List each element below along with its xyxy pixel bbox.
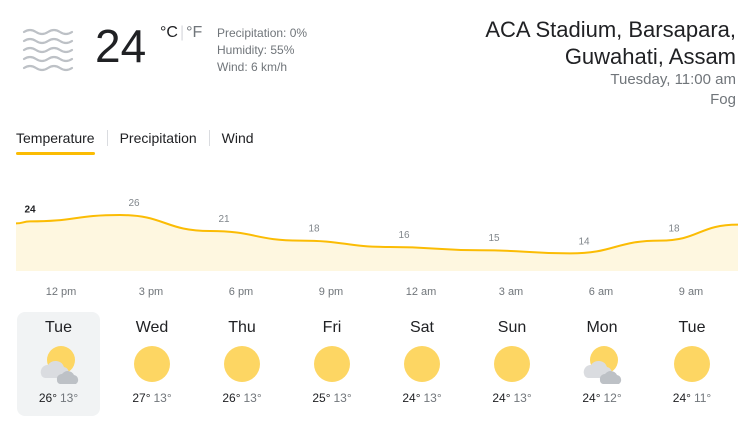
chart-value-label: 18 — [668, 224, 680, 235]
location-condition: Fog — [710, 91, 736, 108]
day-temps: 27° 13° — [107, 390, 197, 406]
chart-value-label: 24 — [24, 204, 36, 215]
chart-value-label: 16 — [398, 230, 410, 241]
tab-temperature[interactable]: Temperature — [16, 130, 95, 155]
fog-icon — [22, 24, 78, 74]
chart-value-label: 21 — [218, 214, 230, 225]
day-high: 25° — [312, 391, 331, 405]
sunny-icon — [668, 342, 716, 386]
tab-divider — [208, 130, 210, 146]
hour-label: 3 pm — [138, 286, 164, 298]
day-high: 24° — [672, 391, 691, 405]
chart-value-label: 14 — [578, 236, 590, 247]
day-name: Tue — [678, 319, 706, 336]
location-name-line2: Guwahati, Assam — [564, 44, 736, 69]
sunny-icon — [398, 342, 446, 386]
hour-label: 9 am — [678, 286, 704, 298]
location-panel: ACA Stadium, Barsapara, Guwahati, Assam … — [376, 16, 736, 110]
chart-area — [16, 215, 738, 271]
day-high: 24° — [492, 391, 511, 405]
day-card[interactable]: Fri 25° 13° — [287, 312, 377, 416]
day-high: 24° — [582, 391, 601, 405]
location-name-line1: ACA Stadium, Barsapara, — [485, 17, 736, 42]
partly-cloudy-icon — [35, 342, 83, 386]
day-card[interactable]: Wed 27° 13° — [107, 312, 197, 416]
hour-label: 3 am — [498, 286, 524, 298]
day-high: 26° — [38, 391, 57, 405]
day-high: 26° — [222, 391, 241, 405]
sunny-icon — [488, 342, 536, 386]
day-high: 27° — [132, 391, 151, 405]
hour-label: 9 pm — [318, 286, 344, 298]
partly-cloudy-icon — [578, 342, 626, 386]
day-low: 13° — [513, 391, 532, 405]
precipitation-text: Precipitation: 0% — [217, 26, 308, 40]
day-low: 13° — [153, 391, 172, 405]
day-temps: 24° 13° — [467, 390, 557, 406]
day-temps: 24° 13° — [377, 390, 467, 406]
chart-value-label: 26 — [128, 198, 140, 209]
chart-value-label: 15 — [488, 233, 500, 244]
unit-separator: | — [179, 24, 185, 41]
temperature-chart: 24 26 21 18 16 15 14 18 — [16, 198, 738, 271]
day-card[interactable]: Mon 24° 12° — [557, 312, 647, 416]
day-card[interactable]: Thu 26° 13° — [197, 312, 287, 416]
day-name: Mon — [586, 319, 618, 336]
day-low: 11° — [693, 391, 712, 405]
tab-precipitation[interactable]: Precipitation — [119, 130, 197, 146]
hour-label: 6 pm — [228, 286, 254, 298]
humidity-text: Humidity: 55% — [217, 43, 295, 57]
sunny-icon — [128, 342, 176, 386]
day-temps: 25° 13° — [287, 390, 377, 406]
celsius-button[interactable]: °C — [160, 24, 178, 41]
day-temps: 24° 12° — [557, 390, 647, 406]
day-name: Tue — [45, 319, 72, 336]
day-temps: 26° 13° — [197, 390, 287, 406]
chart-tabs: Temperature Precipitation Wind — [16, 130, 254, 155]
tab-divider — [106, 130, 108, 146]
day-name: Fri — [322, 319, 342, 336]
day-card[interactable]: Sat 24° 13° — [377, 312, 467, 416]
day-name: Sun — [497, 319, 527, 336]
day-low: 13° — [60, 391, 79, 405]
chart-value-label: 18 — [308, 224, 320, 235]
day-card[interactable]: Tue 26° 13° — [17, 312, 100, 416]
current-temperature: 24 — [95, 20, 147, 72]
day-card[interactable]: Tue 24° 11° — [647, 312, 737, 416]
sunny-icon — [308, 342, 356, 386]
chart-line — [16, 213, 738, 255]
chart-labels: 24 26 21 18 16 15 14 18 — [24, 198, 680, 247]
day-low: 13° — [333, 391, 352, 405]
unit-toggle: °C | °F — [160, 24, 202, 42]
sunny-icon — [218, 342, 266, 386]
day-card[interactable]: Sun 24° 13° — [467, 312, 557, 416]
hour-label: 12 pm — [45, 286, 77, 298]
day-low: 13° — [243, 391, 262, 405]
day-name: Wed — [135, 319, 169, 336]
day-low: 13° — [423, 391, 442, 405]
day-name: Thu — [228, 319, 256, 336]
day-temps: 26° 13° — [17, 390, 100, 406]
day-high: 24° — [402, 391, 421, 405]
wind-text: Wind: 6 km/h — [217, 60, 288, 74]
day-temps: 24° 11° — [647, 390, 737, 406]
daily-forecast: Tue 26° 13° Wed 27° 13° Thu 26° 13° Fri 25° 13° Sat… — [17, 312, 737, 416]
day-low: 12° — [603, 391, 622, 405]
hour-label: 12 am — [405, 286, 437, 298]
hour-labels: 12 pm 3 pm 6 pm 9 pm 12 am 3 am 6 am 9 am — [16, 286, 738, 300]
fahrenheit-button[interactable]: °F — [186, 24, 203, 41]
conditions-details: Precipitation: 0% Humidity: 55% Wind: 6 … — [217, 25, 307, 76]
tab-wind[interactable]: Wind — [221, 130, 254, 146]
hour-label: 6 am — [588, 286, 614, 298]
day-name: Sat — [409, 319, 434, 336]
location-time: Tuesday, 11:00 am — [610, 71, 736, 88]
